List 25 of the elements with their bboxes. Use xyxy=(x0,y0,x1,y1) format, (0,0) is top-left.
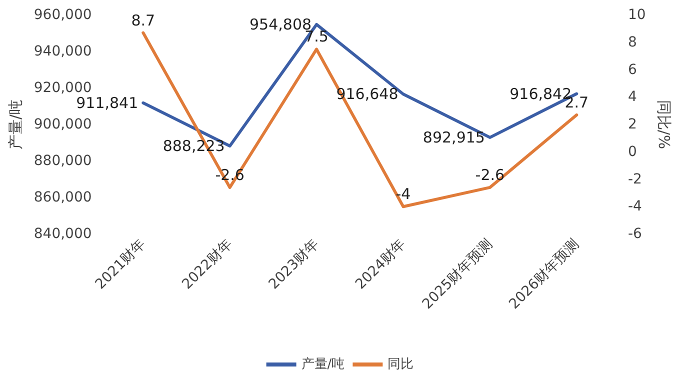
y-tick-label: 840,000 xyxy=(34,226,92,242)
data-label: 911,841 xyxy=(76,94,138,112)
y2-tick-label: 6 xyxy=(628,62,637,78)
y2-tick-label: 4 xyxy=(628,89,637,106)
y2-tick-label: 10 xyxy=(628,7,646,23)
y-axis-title: 产量/吨 xyxy=(6,99,24,150)
y2-axis-title: 同比/% xyxy=(655,100,674,150)
y-tick-label: 860,000 xyxy=(34,190,92,206)
legend-label: 产量/吨 xyxy=(301,357,345,372)
y2-tick-label: -2 xyxy=(628,171,642,188)
data-label: 8.7 xyxy=(131,11,156,30)
y2-tick-label: 0 xyxy=(628,144,637,160)
y-tick-label: 880,000 xyxy=(34,153,92,169)
y-tick-label: 920,000 xyxy=(34,80,92,96)
y2-tick-label: 8 xyxy=(628,34,637,50)
y2-tick-label: -6 xyxy=(628,226,642,242)
y2-tick-label: -4 xyxy=(628,198,642,215)
data-label: 892,915 xyxy=(422,128,485,146)
y-tick-label: 960,000 xyxy=(34,7,92,23)
data-label: -4 xyxy=(396,185,411,204)
data-label: -2.6 xyxy=(475,166,505,184)
legend-label: 同比 xyxy=(388,357,414,372)
y-tick-label: 940,000 xyxy=(34,44,92,60)
y2-tick-label: 2 xyxy=(628,116,637,132)
y-tick-label: 900,000 xyxy=(34,116,92,132)
